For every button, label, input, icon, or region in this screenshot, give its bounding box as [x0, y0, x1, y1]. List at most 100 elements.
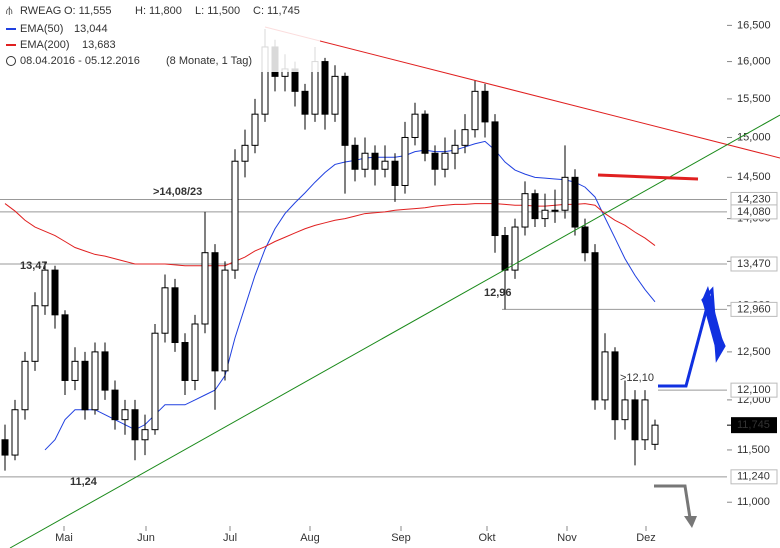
y-tick-label: 11,000	[737, 496, 770, 508]
y-tick-label: 12,500	[737, 346, 771, 358]
candle-body	[641, 399, 649, 441]
annotation: 12,96	[484, 287, 512, 299]
x-tick-label: Mai	[55, 532, 73, 544]
x-tick-label: Jun	[137, 532, 155, 544]
candle-body	[91, 351, 99, 411]
candle-body	[411, 113, 419, 138]
candle-body	[331, 75, 339, 115]
level-label-bg	[730, 382, 778, 398]
y-tick-label: 16,500	[737, 19, 771, 31]
candle-body	[431, 152, 439, 170]
candle-body	[251, 113, 259, 146]
candle-body	[461, 129, 469, 146]
level-label: 13,470	[737, 258, 771, 270]
annotation: >12,10	[620, 372, 654, 384]
legend-value: 13,683	[82, 39, 116, 51]
down-arrow	[654, 484, 692, 519]
legend-label: EMA(50)	[20, 23, 63, 35]
candle-body	[521, 193, 529, 228]
candle-body	[321, 61, 329, 115]
candle-body	[241, 144, 249, 162]
symbol: RWEAG	[20, 5, 61, 17]
y-tick-label: 11,500	[737, 444, 770, 456]
candle-body	[541, 209, 549, 220]
down-arrow-head	[684, 516, 697, 528]
level-label: 11,240	[737, 471, 770, 483]
x-tick-label: Jul	[223, 532, 237, 544]
candle-body	[501, 235, 509, 271]
low: L: 11,500	[195, 5, 240, 17]
candle-body	[111, 389, 119, 421]
plot: 11,00011,50012,00012,50013,00013,50014,0…	[0, 19, 778, 544]
candle-body	[301, 90, 309, 115]
uptrend-line	[9, 114, 780, 548]
level-label-bg	[730, 204, 778, 220]
level-label-bg	[730, 301, 778, 317]
icon: ⫛	[6, 5, 13, 17]
candle-body	[631, 399, 639, 441]
level-label-bg	[730, 256, 778, 272]
date-range: 08.04.2016 - 05.12.2016	[20, 55, 140, 67]
x-tick-label: Okt	[478, 532, 495, 544]
candle-body	[81, 360, 89, 411]
ema-line	[44, 140, 656, 451]
candle-body	[551, 209, 559, 212]
candle-body	[451, 144, 459, 154]
open: O: 11,555	[64, 5, 112, 17]
annotation: 13,47	[20, 260, 48, 272]
candle-body	[1, 439, 9, 456]
candle-body	[491, 121, 499, 237]
candle-body	[31, 305, 39, 362]
candle-body	[291, 68, 299, 92]
last-price-label: 11,745	[737, 419, 770, 431]
header-bg	[0, 0, 320, 72]
candle-body	[621, 399, 629, 421]
x-tick-label: Dez	[636, 532, 656, 544]
candle-body	[361, 152, 369, 170]
y-tick-label: 15,000	[737, 131, 771, 143]
candle-body	[601, 351, 609, 401]
y-tick-label: 14,500	[737, 171, 771, 183]
candle-body	[371, 152, 379, 170]
candle-body	[211, 252, 219, 372]
candle-body	[141, 429, 149, 441]
candle-body	[611, 351, 619, 421]
high: H: 11,800	[135, 5, 182, 17]
candle-body	[21, 360, 29, 411]
clock-icon	[6, 56, 16, 66]
candle-body	[391, 160, 399, 186]
candle-body	[381, 160, 389, 170]
candle-body	[651, 424, 659, 445]
x-tick-label: Nov	[557, 532, 577, 544]
candle-body	[511, 226, 519, 271]
candle-body	[191, 323, 199, 381]
x-tick-label: Sep	[391, 532, 411, 544]
candle-body	[131, 409, 139, 441]
annotation: >14,08/23	[153, 186, 202, 198]
candle-body	[11, 409, 19, 456]
y-tick-label: 15,500	[737, 93, 771, 105]
last-price-bg	[731, 417, 777, 434]
level-label-bg	[730, 469, 778, 485]
candle-body	[581, 226, 589, 254]
candle-body	[171, 287, 179, 344]
annotation: 11,24	[70, 476, 98, 488]
candle-body	[101, 351, 109, 391]
legend-label: EMA(200)	[20, 39, 70, 51]
candle-body	[571, 176, 579, 228]
candle-body	[471, 90, 479, 131]
candle-body	[441, 152, 449, 170]
candle-body	[181, 342, 189, 381]
legend-value: 13,044	[74, 23, 108, 35]
level-label: 12,100	[737, 384, 771, 396]
forecast-arrow	[658, 295, 712, 388]
candle-body	[61, 314, 69, 381]
candle-body	[41, 269, 49, 307]
level-label: 14,080	[737, 206, 771, 218]
ema-line	[4, 203, 656, 267]
header: ⫛ RWEAG O: 11,555 H: 11,800 L: 11,500 C:…	[0, 0, 320, 72]
candle-body	[231, 160, 239, 271]
candle-body	[51, 269, 59, 316]
resistance-mark	[597, 173, 699, 181]
